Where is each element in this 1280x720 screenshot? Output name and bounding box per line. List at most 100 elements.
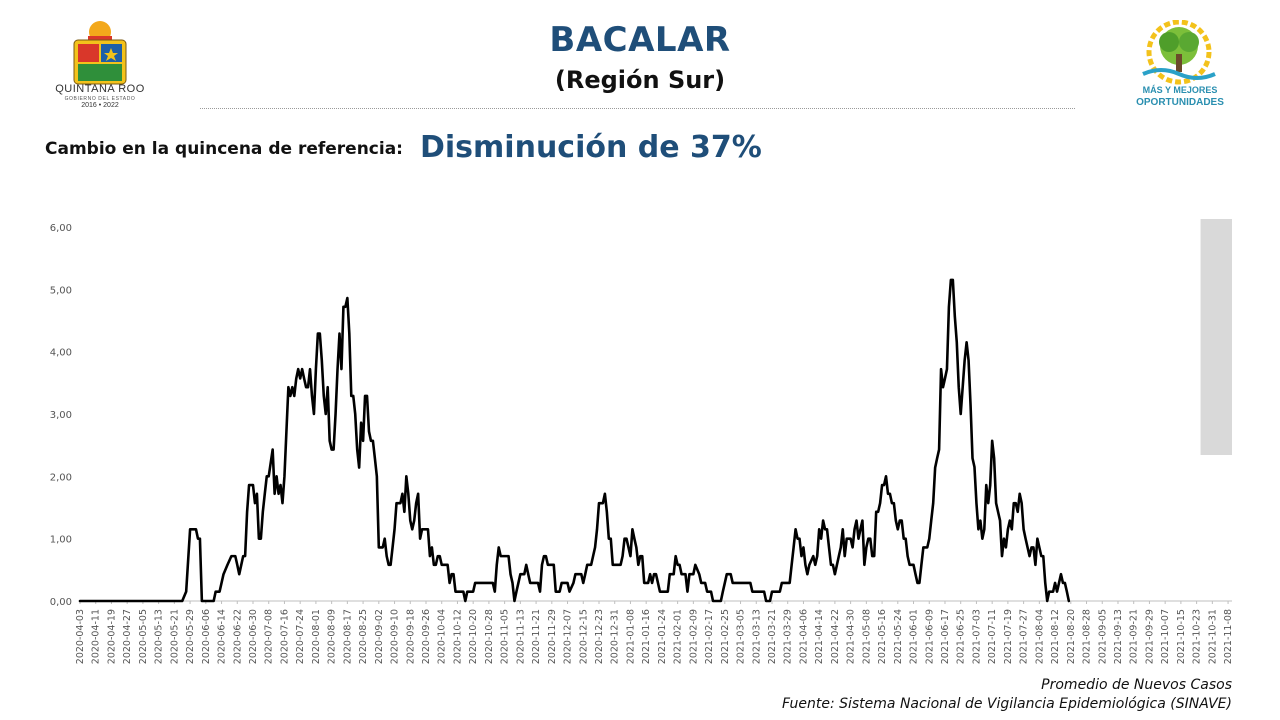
x-tick-label: 2021-04-22 <box>830 609 841 664</box>
x-tick-label: 2021-03-05 <box>736 609 747 664</box>
x-tick-label: 2021-10-23 <box>1192 609 1203 664</box>
x-tick-label: 2020-09-10 <box>390 609 401 664</box>
x-tick-label: 2020-10-12 <box>452 609 463 664</box>
x-tick-label: 2021-01-08 <box>625 609 636 664</box>
x-tick-label: 2020-09-02 <box>374 609 385 664</box>
y-tick-label: 2,00 <box>50 472 72 483</box>
header-divider <box>200 108 1075 109</box>
x-tick-label: 2021-06-09 <box>924 609 935 664</box>
page-subtitle: (Región Sur) <box>554 66 726 94</box>
x-tick-label: 2020-04-03 <box>75 609 86 664</box>
reference-period-band <box>1200 219 1232 455</box>
x-tick-label: 2021-08-20 <box>1066 609 1077 664</box>
x-tick-label: 2020-12-23 <box>594 609 605 664</box>
x-tick-label: 2021-05-08 <box>861 609 872 664</box>
y-tick-label: 1,00 <box>50 535 72 546</box>
x-tick-label: 2021-04-06 <box>798 609 809 664</box>
x-tick-label: 2020-12-31 <box>610 609 621 664</box>
x-tick-label: 2021-05-16 <box>877 609 888 664</box>
x-tick-label: 2021-10-31 <box>1207 609 1218 664</box>
x-tick-label: 2020-06-30 <box>248 609 259 664</box>
highlight-band-layer <box>1200 219 1232 455</box>
x-tick-label: 2020-08-01 <box>311 609 322 664</box>
x-tick-label: 2021-04-30 <box>846 609 857 664</box>
x-tick-label: 2021-02-09 <box>688 609 699 664</box>
x-tick-label: 2020-04-19 <box>106 609 117 664</box>
x-tick-label: 2021-03-29 <box>783 609 794 664</box>
x-tick-label: 2020-07-16 <box>279 609 290 664</box>
x-tick-label: 2021-01-16 <box>641 609 652 664</box>
series-line <box>78 278 1071 603</box>
x-tick-label: 2020-05-21 <box>169 609 180 664</box>
tree-icon <box>1142 19 1216 85</box>
change-value: Disminución de 37% <box>420 130 762 165</box>
y-tick-label: 6,00 <box>50 223 72 234</box>
x-tick-label: 2021-07-11 <box>987 609 998 664</box>
x-tick-label: 2020-11-21 <box>531 609 542 664</box>
x-tick-label: 2021-09-21 <box>1129 609 1140 664</box>
x-tick-label: 2021-03-13 <box>751 609 762 664</box>
x-tick-label: 2020-12-15 <box>578 609 589 664</box>
x-tick-label: 2020-10-28 <box>484 609 495 664</box>
x-tick-label: 2021-08-12 <box>1050 609 1061 664</box>
x-tick-label: 2021-09-05 <box>1097 609 1108 664</box>
page-title: BACALAR <box>549 20 731 60</box>
logo-right-line-2: OPORTUNIDADES <box>1136 97 1224 108</box>
y-tick-labels: 0,00 1,00 2,00 3,00 4,00 5,00 6,00 <box>50 223 72 608</box>
x-tick-label: 2021-07-27 <box>1019 609 1030 664</box>
x-tick-label: 2020-08-25 <box>358 609 369 664</box>
x-tick-label: 2021-10-15 <box>1176 609 1187 664</box>
x-tick-label: 2021-06-17 <box>940 609 951 664</box>
logo-left-subtitle: GOBIERNO DEL ESTADO <box>64 96 136 102</box>
x-tick-label: 2020-08-17 <box>342 609 353 664</box>
x-tick-label: 2021-02-17 <box>704 609 715 664</box>
x-tick-label: 2021-01-24 <box>657 609 668 664</box>
x-tick-label: 2021-02-25 <box>720 609 731 664</box>
mas-oportunidades-logo <box>1125 19 1233 110</box>
x-tick-label: 2021-09-13 <box>1113 609 1124 664</box>
x-tick-label: 2020-04-11 <box>91 609 102 664</box>
x-tick-label: 2021-11-08 <box>1223 609 1234 664</box>
x-tick-label: 2020-08-09 <box>327 609 338 664</box>
x-tick-label: 2020-07-24 <box>295 609 306 664</box>
x-tick-label: 2020-06-14 <box>217 609 228 664</box>
x-tick-label: 2020-11-05 <box>500 609 511 664</box>
x-tick-label: 2020-12-07 <box>563 609 574 664</box>
x-tick-label: 2020-11-29 <box>547 609 558 664</box>
x-tick-label: 2020-04-27 <box>122 609 133 664</box>
source-note: Fuente: Sistema Nacional de Vigilancia E… <box>782 696 1232 712</box>
x-tick-label: 2021-07-03 <box>971 609 982 664</box>
series-layer <box>78 278 1071 603</box>
axis-layer <box>79 600 1232 604</box>
x-tick-label: 2021-07-19 <box>1003 609 1014 664</box>
x-tick-label: 2021-05-24 <box>893 609 904 664</box>
quintana-roo-logo <box>40 18 160 113</box>
x-tick-label: 2021-08-04 <box>1034 609 1045 664</box>
x-tick-label: 2020-10-20 <box>468 609 479 664</box>
x-tick-label: 2021-08-28 <box>1082 609 1093 664</box>
x-tick-label: 2021-03-21 <box>767 609 778 664</box>
x-tick-labels: 2020-04-03 2020-04-11 2020-04-19 2020-04-27… <box>75 609 1234 664</box>
x-tick-label: 2020-10-04 <box>437 609 448 664</box>
x-tick-label: 2020-05-05 <box>138 609 149 664</box>
logo-left-name: QUINTANA ROO <box>55 83 145 95</box>
x-tick-label: 2021-10-07 <box>1160 609 1171 664</box>
y-tick-label: 0,00 <box>50 597 72 608</box>
x-tick-label: 2020-05-29 <box>185 609 196 664</box>
y-tick-label: 5,00 <box>50 285 72 296</box>
x-tick-label: 2020-09-26 <box>421 609 432 664</box>
x-tick-label: 2021-09-29 <box>1144 609 1155 664</box>
x-tick-label: 2021-06-25 <box>956 609 967 664</box>
x-tick-label: 2021-06-01 <box>909 609 920 664</box>
x-tick-label: 2020-09-18 <box>405 609 416 664</box>
logo-left-years: 2016 • 2022 <box>81 102 119 109</box>
x-tick-label: 2020-07-08 <box>264 609 275 664</box>
series-note: Promedio de Nuevos Casos <box>1041 677 1232 693</box>
x-tick-label: 2020-05-13 <box>154 609 165 664</box>
x-tick-label: 2021-02-01 <box>673 609 684 664</box>
x-tick-label: 2020-11-13 <box>515 609 526 664</box>
coat-of-arms-icon <box>73 21 127 85</box>
y-tick-label: 4,00 <box>50 348 72 359</box>
logo-right-line-1: MÁS Y MEJORES <box>1142 85 1218 95</box>
